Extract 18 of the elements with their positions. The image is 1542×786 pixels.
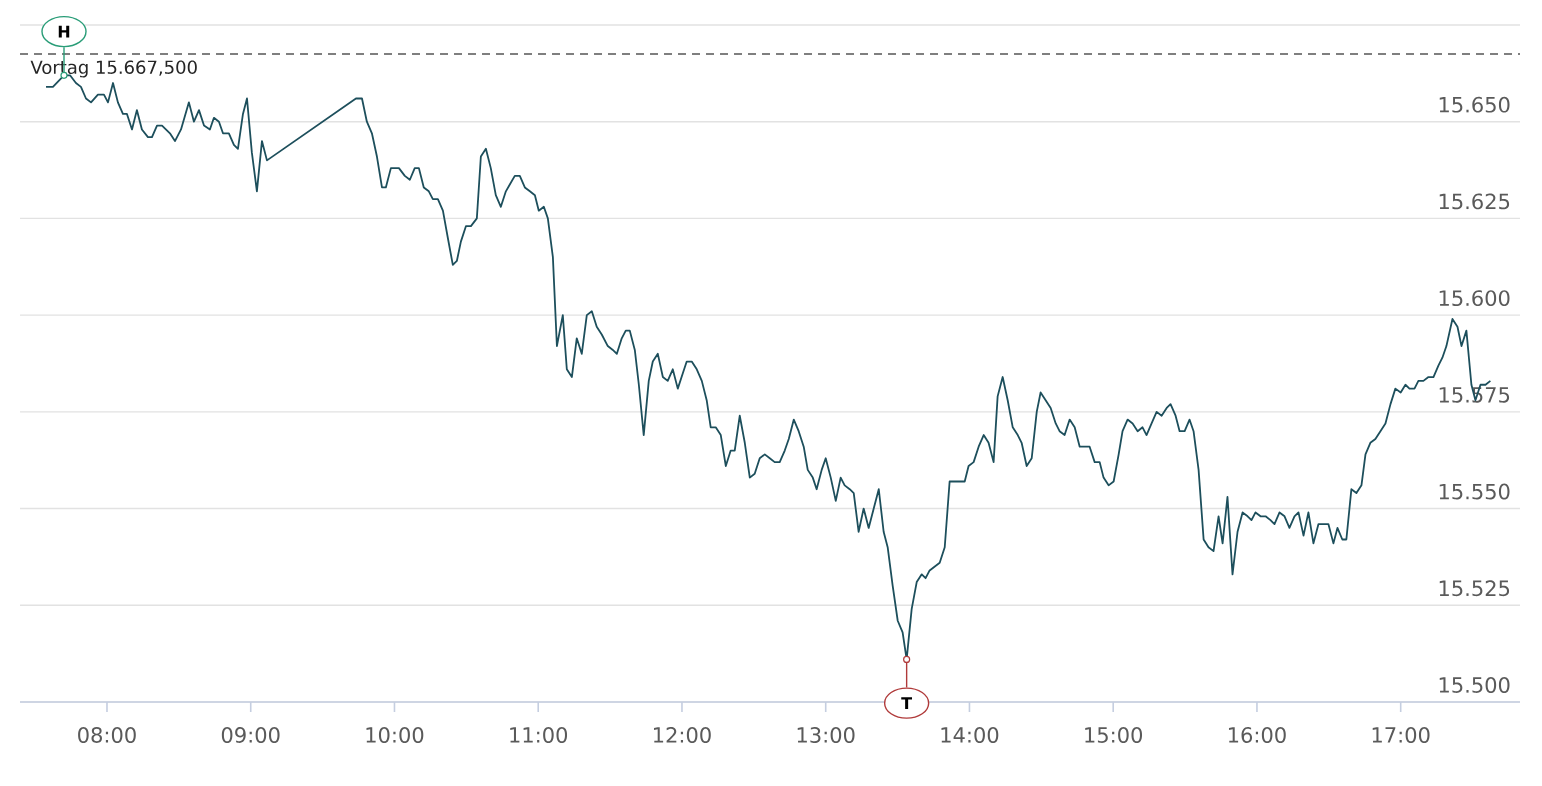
y-tick-label: 15.625 <box>1439 193 1510 210</box>
y-tick-label: 15.525 <box>1439 580 1510 597</box>
y-tick-label: 15.550 <box>1439 483 1510 500</box>
y-tick-label: 15.500 <box>1439 677 1510 693</box>
x-tick-label: 12:00 <box>653 727 711 743</box>
x-tick-label: 15:00 <box>1085 727 1143 743</box>
y-tick-label: 15.600 <box>1439 290 1510 307</box>
x-tick-label: 16:00 <box>1228 727 1286 743</box>
x-tick-label: 17:00 <box>1372 727 1430 743</box>
y-tick-label: 15.650 <box>1439 96 1510 113</box>
x-tick-label: 14:00 <box>941 727 999 743</box>
x-tick-label: 08:00 <box>78 727 136 743</box>
x-tick-label: 10:00 <box>366 727 424 743</box>
x-tick-label: 09:00 <box>221 727 280 743</box>
annotation: H <box>58 25 70 38</box>
x-tick-label: 13:00 <box>797 727 855 743</box>
annotation: T <box>901 697 912 709</box>
x-tick-label: 11:00 <box>510 727 568 743</box>
